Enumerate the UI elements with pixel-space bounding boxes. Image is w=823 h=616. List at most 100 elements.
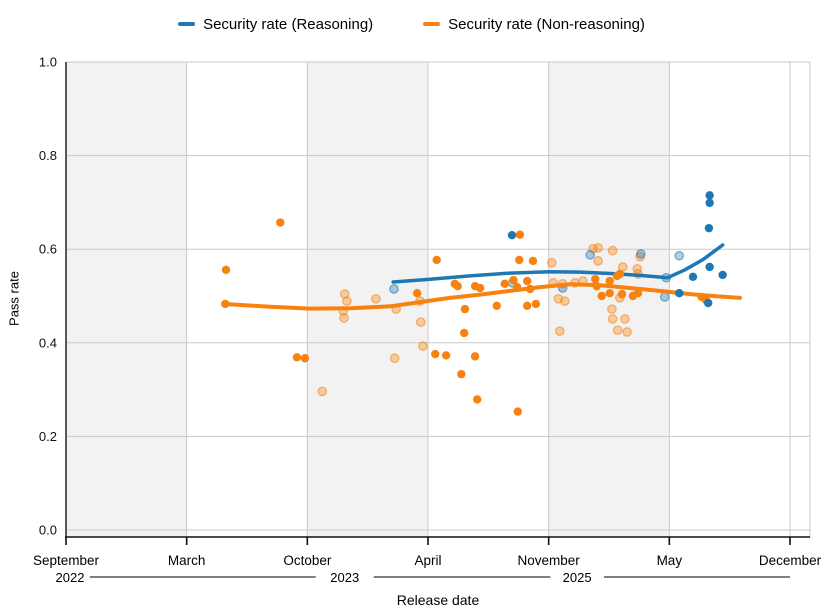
scatter-point (718, 270, 727, 280)
scatter-point (441, 351, 451, 360)
legend-item-label: Security rate (Non-reasoning) (448, 15, 645, 33)
x-tick-label: October (283, 553, 332, 568)
scatter-point (371, 293, 381, 304)
scatter-point (317, 386, 328, 397)
scatter-point (593, 256, 603, 266)
scatter-point (525, 284, 535, 294)
scatter-point (221, 265, 231, 274)
gridlines (66, 61, 811, 537)
y-tick-label: 0.2 (39, 429, 57, 444)
scatter-point (688, 272, 698, 282)
scatter-point (585, 249, 596, 260)
scatter-point (636, 249, 646, 259)
scatter-point (703, 298, 713, 308)
scatter-point (418, 341, 428, 351)
y-axis-title: Pass rate (6, 271, 22, 326)
scatter-point (554, 326, 565, 336)
scatter-point (513, 407, 522, 416)
scatter-point (659, 292, 670, 302)
legend-item-reasoning: Security rate (Reasoning) (178, 16, 373, 33)
x-year-label: 2022 (56, 570, 85, 585)
legend-item-non-reasoning: Security rate (Non-reasoning) (423, 16, 645, 33)
scatter-point (593, 242, 603, 253)
x-tick-label: November (518, 553, 581, 568)
scatter-point (412, 288, 422, 298)
scatter-point (597, 291, 606, 301)
scatter-point (522, 301, 532, 311)
scatter-point (457, 369, 466, 379)
x-tick-label: September (33, 553, 100, 568)
scatter-point (591, 274, 600, 284)
y-tick-labels: 0.0 0.2 0.4 0.6 0.8 1.0 (39, 55, 57, 538)
scatter-point (617, 289, 627, 299)
scatter-point (705, 198, 714, 208)
y-tick-label: 1.0 (39, 55, 57, 70)
scatter-point (221, 299, 230, 309)
y-tick-label: 0.8 (39, 148, 57, 163)
scatter-point (470, 352, 480, 361)
scatter-point (607, 304, 617, 314)
scatter-point (559, 296, 570, 306)
scatter-point (453, 281, 462, 291)
scatter-point (531, 299, 541, 309)
scatter-point (342, 296, 352, 306)
x-tick-label: April (414, 553, 441, 568)
month-bands (66, 62, 670, 537)
scatter-point (300, 354, 310, 363)
scatter-point (704, 223, 714, 233)
y-tick-label: 0.6 (39, 242, 57, 257)
x-axis-title: Release date (396, 592, 480, 608)
scatter-point (512, 282, 522, 292)
scatter-point (500, 279, 509, 289)
trend-line-non-reasoning (223, 282, 742, 311)
scatter-point (592, 281, 601, 291)
scatter-point (339, 313, 349, 323)
scatter-point (415, 317, 426, 328)
x-year-row: 2022 2023 2025 (56, 570, 790, 585)
trend-line-reasoning (391, 243, 725, 284)
axes (65, 62, 810, 545)
x-tick-label: May (657, 553, 683, 568)
legend-dash-icon (178, 22, 196, 26)
scatter-point (292, 353, 302, 362)
scatter-point (389, 353, 400, 364)
scatter-point (675, 288, 684, 298)
scatter-point (607, 245, 618, 256)
scatter-point (605, 288, 614, 298)
scatter-point (622, 327, 632, 337)
scatter-non-reasoning (221, 218, 711, 416)
scatter-point (492, 301, 501, 311)
scatter-point (705, 191, 714, 200)
scatter-point (615, 269, 625, 279)
x-tick-label: December (759, 553, 822, 568)
scatter-point (515, 230, 525, 239)
scatter-point (605, 276, 614, 286)
y-tick-label: 0.0 (39, 523, 57, 538)
scatter-point (612, 325, 623, 336)
scatter-point (339, 289, 350, 299)
scatter-point (515, 255, 524, 265)
scatter-point (431, 349, 440, 359)
scatter-point (620, 314, 630, 324)
x-month-labels: September March October April November May Dec… (33, 553, 822, 568)
x-year-label: 2025 (563, 570, 592, 585)
scatter-point (432, 255, 441, 265)
scatter-point (522, 276, 532, 286)
scatter-point (546, 257, 557, 268)
scatter-point (475, 283, 485, 293)
legend-item-label: Security rate (Reasoning) (203, 15, 374, 33)
legend-dash-icon (423, 22, 441, 26)
scatter-point (509, 275, 518, 285)
scatter-point (528, 256, 538, 266)
scatter-point (705, 262, 714, 272)
scatter-point (507, 230, 517, 240)
scatter-point (460, 304, 470, 314)
scatter-point (633, 288, 643, 298)
scatter-point (674, 250, 685, 261)
scatter-point (389, 284, 399, 294)
x-tick-label: March (168, 553, 206, 568)
y-tick-label: 0.4 (39, 335, 57, 350)
scatter-reasoning (507, 191, 727, 308)
